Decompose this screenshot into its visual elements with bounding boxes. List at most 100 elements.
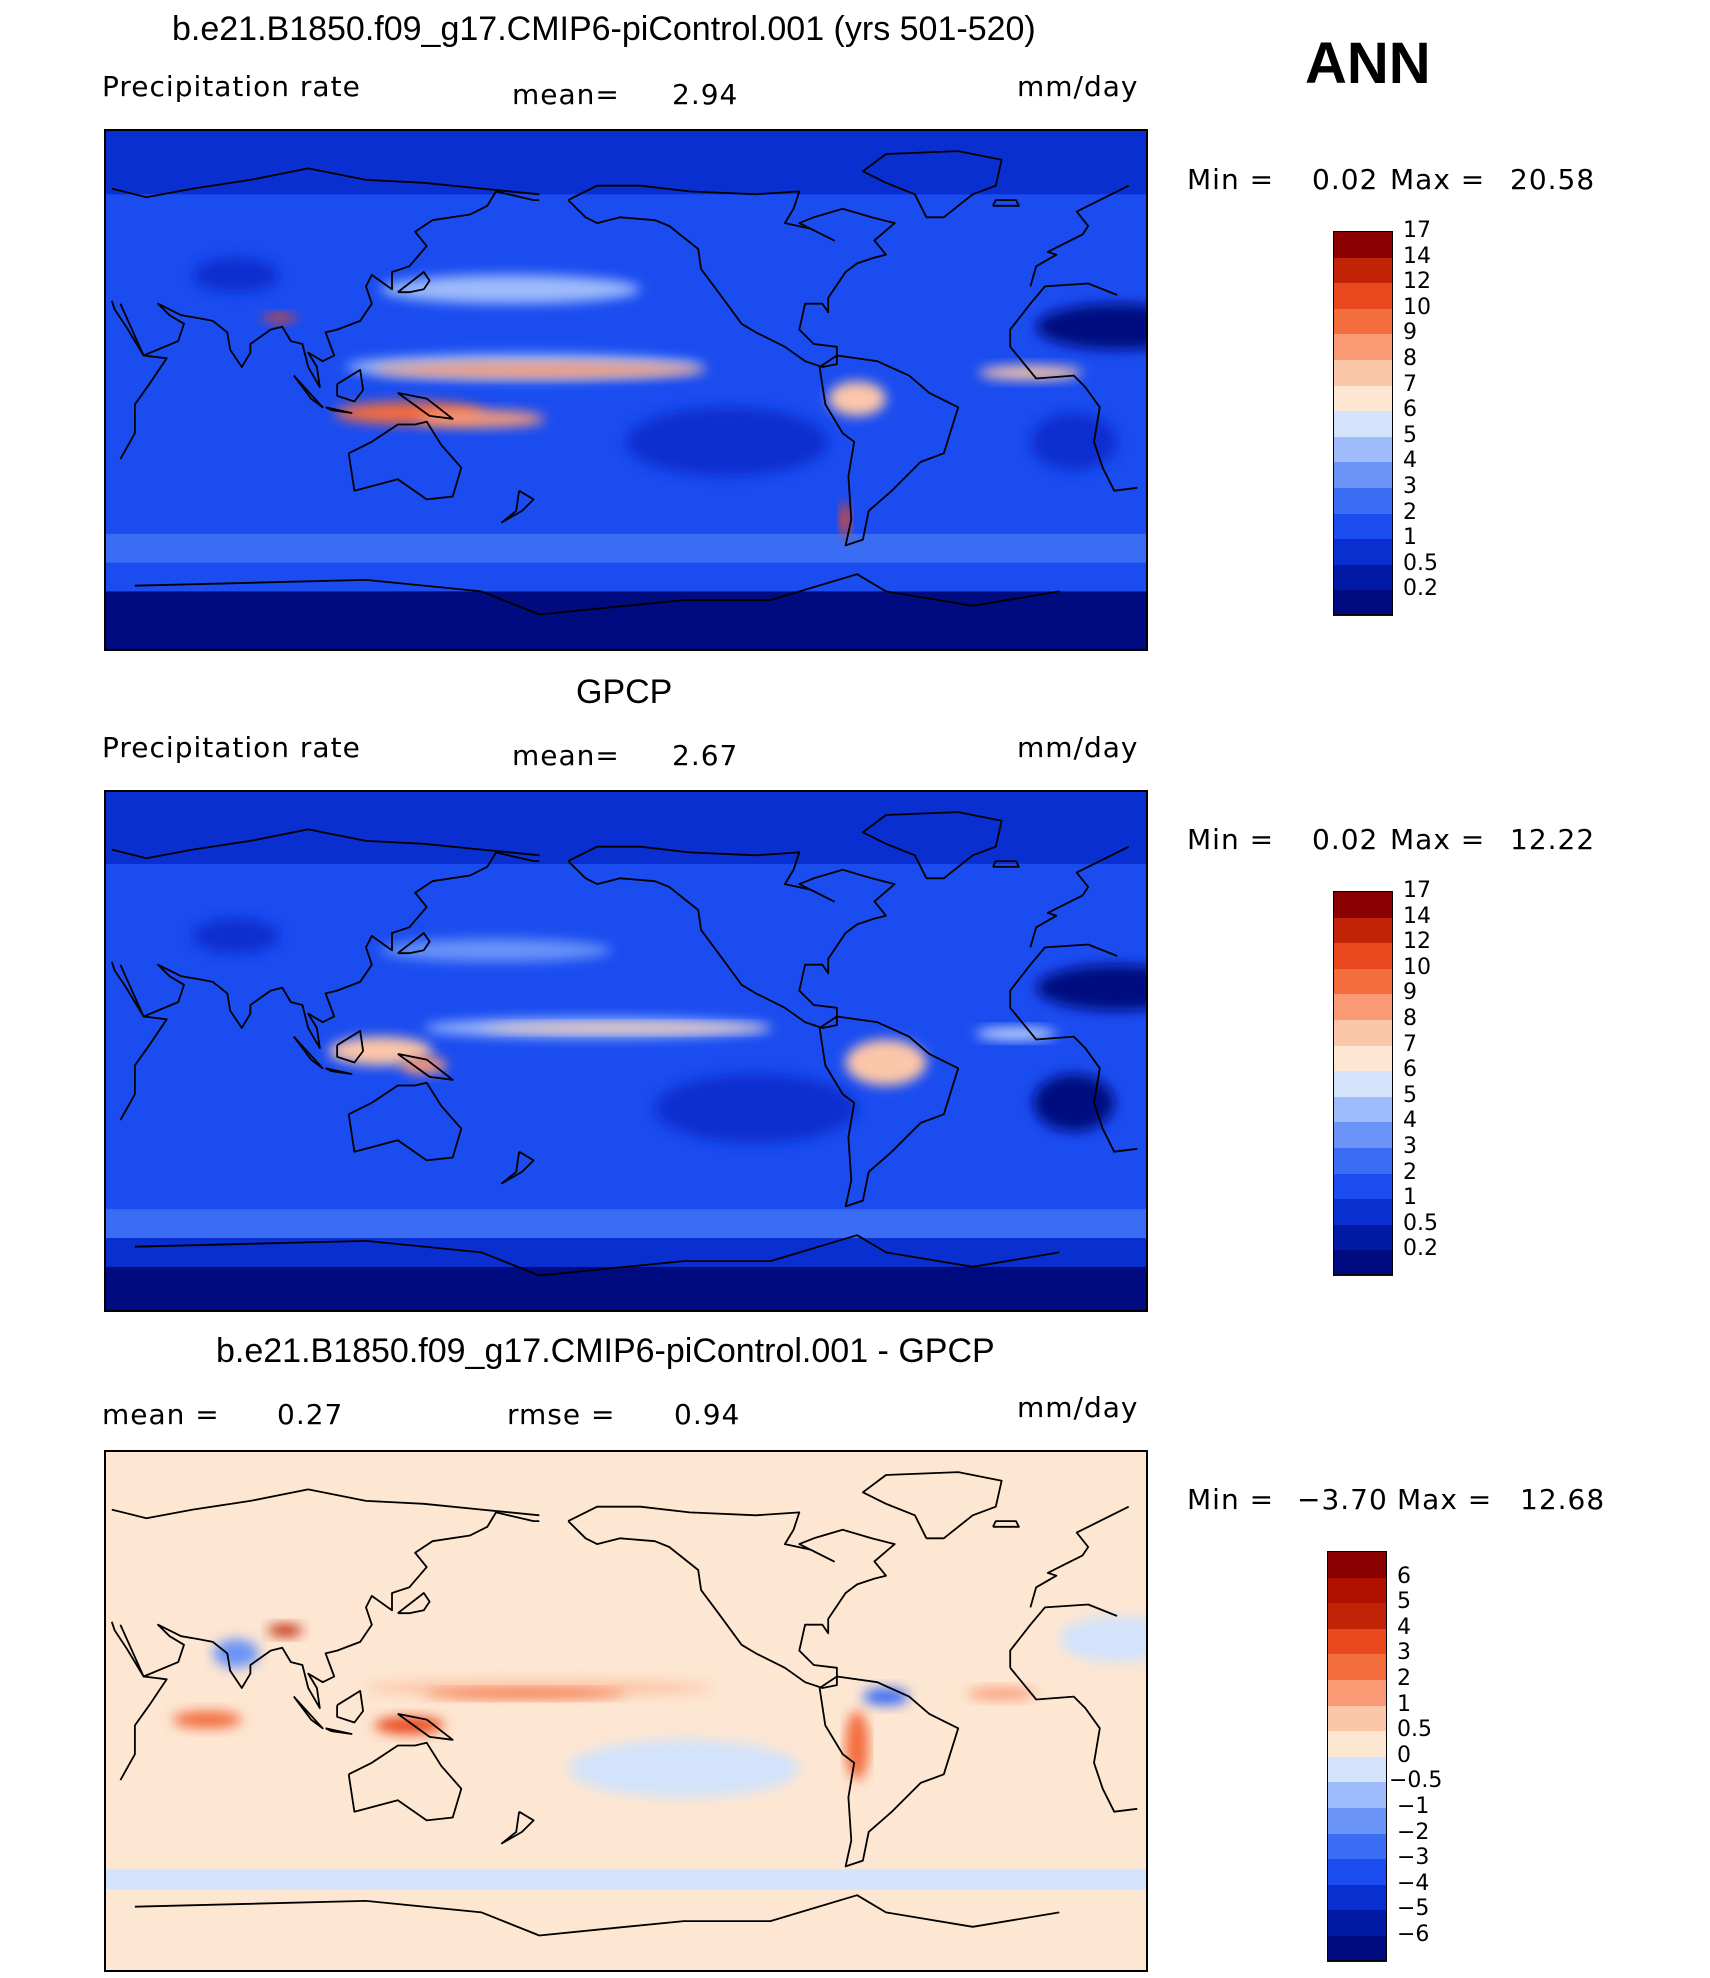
colorbar-tick-label: 8 [1403, 346, 1417, 371]
colorbar-swatch [1333, 1095, 1393, 1123]
precip-feature [267, 1624, 303, 1637]
precip-feature [400, 1056, 447, 1075]
precip-feature [328, 1036, 433, 1066]
coastline [325, 406, 353, 414]
colorbar-tick-label: 1 [1397, 1691, 1411, 1717]
coastline [992, 1520, 1020, 1528]
coastline [1009, 346, 1138, 492]
map-canvas [106, 792, 1146, 1310]
coastline [1029, 184, 1130, 287]
coastline [325, 1067, 353, 1075]
colorbar-tick-label: 8 [1403, 1006, 1417, 1031]
precip-feature [418, 410, 546, 428]
precip-feature [626, 407, 829, 477]
field-background [106, 1452, 1146, 1970]
panel3-title: b.e21.B1850.f09_g17.CMIP6-piControl.001 … [216, 1332, 995, 1370]
coastline [397, 1592, 431, 1615]
colorbar-tick-label: −2 [1397, 1819, 1430, 1845]
panel2-map [104, 790, 1148, 1312]
colorbar-swatch [1333, 1172, 1393, 1200]
colorbar-swatch [1327, 1909, 1387, 1936]
colorbar-tick-label: 14 [1403, 243, 1431, 269]
panel1-max-label: Max = [1390, 163, 1486, 196]
coastline [992, 199, 1020, 207]
colorbar-swatch [1333, 942, 1393, 969]
coastline [119, 190, 540, 389]
colorbar-swatch [1327, 1730, 1387, 1757]
coastline [500, 1150, 535, 1185]
colorbar-swatch [1327, 1551, 1387, 1578]
colorbar-tick-label: 3 [1403, 474, 1417, 499]
colorbar-tick-label: 3 [1397, 1640, 1411, 1666]
panel3-min-label: Min = [1187, 1483, 1275, 1516]
coastline [567, 1505, 896, 1689]
panel2-max-value: 12.22 [1510, 823, 1596, 856]
coastline [567, 845, 896, 1029]
colorbar-tick-label: −6 [1397, 1922, 1430, 1947]
zonal-band [106, 591, 1146, 649]
colorbar-tick-label: 2 [1403, 499, 1417, 525]
coastline [818, 1675, 960, 1868]
coastline [500, 489, 535, 524]
coastline [1009, 1667, 1138, 1813]
panel2-mean-label: mean= [512, 739, 620, 772]
colorbar-tick-label: 7 [1403, 1031, 1417, 1057]
coastline [1029, 1505, 1130, 1608]
precip-feature [845, 1711, 869, 1781]
coastline [1009, 1007, 1138, 1153]
colorbar-tick-label: 1 [1403, 525, 1417, 551]
colorbar-tick-label: −4 [1397, 1870, 1430, 1896]
colorbar-tick-label: 10 [1403, 294, 1431, 320]
precip-feature [481, 1023, 771, 1033]
colorbar-tick-label: 2 [1397, 1666, 1411, 1691]
precip-feature [374, 1716, 445, 1735]
coastline [862, 150, 1003, 219]
colorbar-tick-label: 6 [1397, 1563, 1411, 1589]
coastline [1029, 845, 1130, 948]
colorbar-swatch [1327, 1602, 1387, 1629]
panel3-min-value: −3.70 [1297, 1483, 1388, 1516]
coastline [992, 860, 1020, 868]
colorbar-tick-label: 17 [1403, 218, 1431, 243]
colorbar-tick-label: 9 [1403, 980, 1417, 1006]
colorbar-tick-label: 2 [1403, 1159, 1417, 1185]
coastline [111, 828, 540, 860]
map-canvas [106, 131, 1146, 649]
season-label: ANN [1305, 31, 1431, 96]
colorbar-tick-label: 4 [1403, 1108, 1417, 1134]
coastline [567, 184, 896, 368]
coastline [1009, 1603, 1118, 1668]
panel1-mean-value: 2.94 [672, 78, 739, 111]
panel2-max-label: Max = [1390, 823, 1486, 856]
coastline [336, 368, 365, 403]
panel2-min-value: 0.02 [1312, 823, 1379, 856]
colorbar-swatch [1327, 1679, 1387, 1706]
colorbar-tick-label: 14 [1403, 903, 1431, 929]
precip-feature [172, 1711, 242, 1729]
coastline [397, 392, 454, 420]
coastline [110, 961, 168, 1121]
coastline [347, 1741, 463, 1822]
colorbar-tick-label: 0.5 [1403, 550, 1438, 576]
colorbar-tick-label: 5 [1397, 1589, 1411, 1615]
coastline [293, 1695, 324, 1730]
colorbar-tick-label: 6 [1403, 397, 1417, 423]
colorbar-tick-label: 3 [1403, 1134, 1417, 1159]
coastline [111, 167, 540, 199]
colorbar-tick-label: 10 [1403, 954, 1431, 980]
panel3-mean-value: 0.27 [277, 1398, 344, 1431]
precip-feature [828, 381, 886, 416]
precip-feature [380, 274, 641, 304]
panel1-title: b.e21.B1850.f09_g17.CMIP6-piControl.001 … [172, 10, 1036, 48]
colorbar-tick-label: 5 [1403, 1082, 1417, 1108]
zonal-band [106, 792, 1146, 864]
colorbar-tick-label: −1 [1397, 1794, 1430, 1819]
coastline [110, 300, 168, 460]
panel1-map [104, 129, 1148, 651]
colorbar-tick-label: −5 [1397, 1896, 1430, 1922]
panel3-rmse-label: rmse = [507, 1398, 616, 1431]
coastline [134, 1894, 1060, 1937]
precip-feature [966, 1687, 1037, 1700]
panel2-units: mm/day [1017, 731, 1139, 764]
coastline [397, 271, 431, 294]
